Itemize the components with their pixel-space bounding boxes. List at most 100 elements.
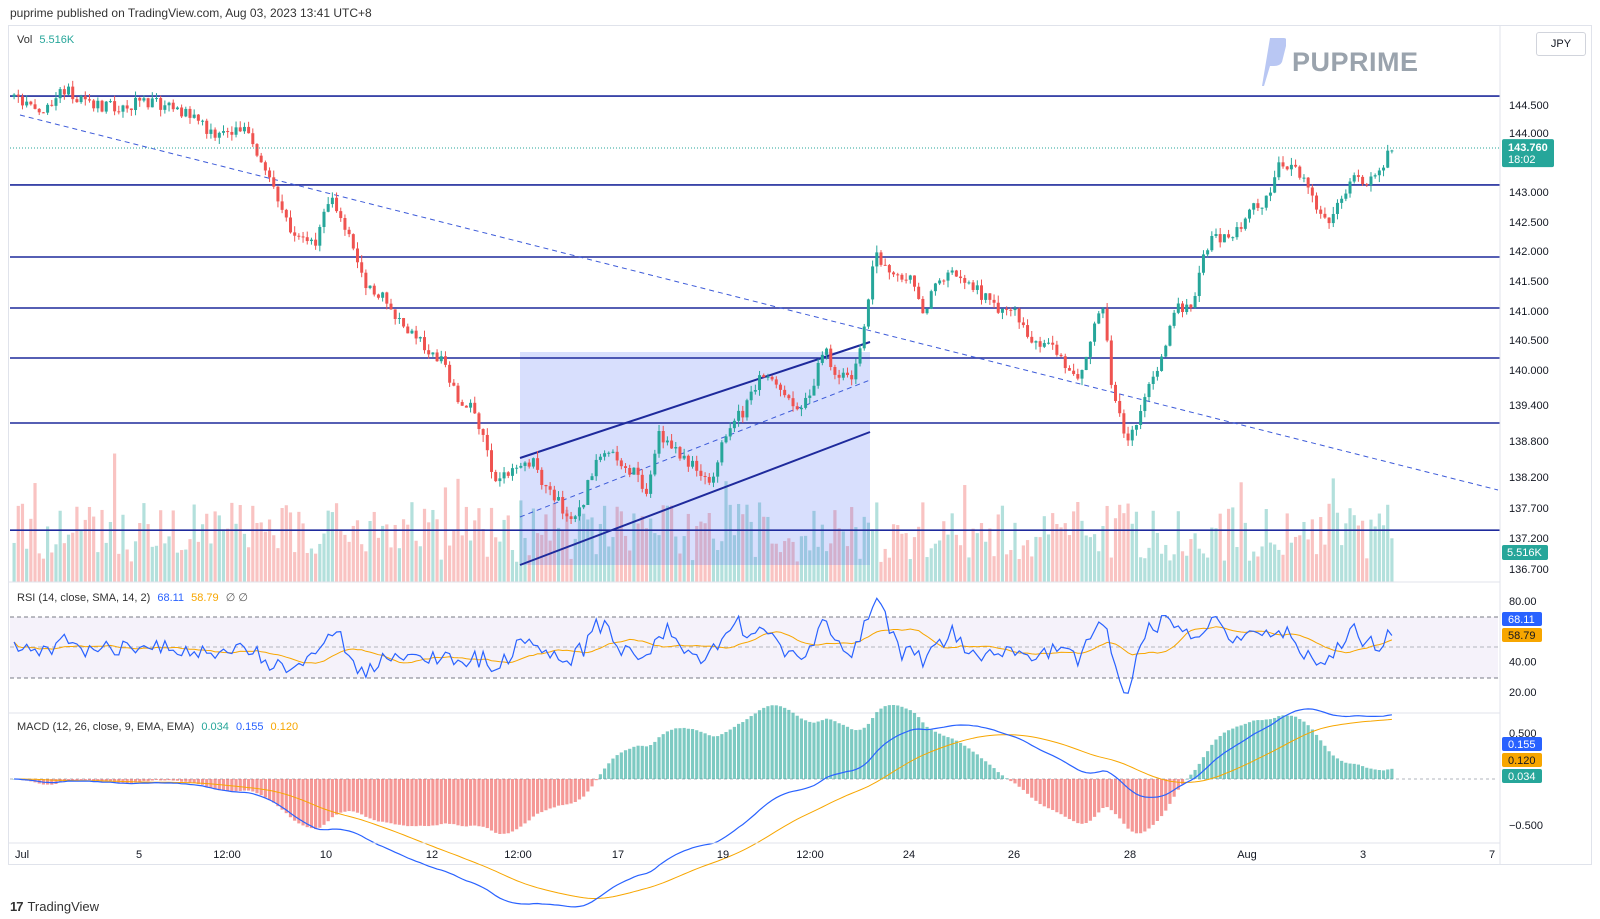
macd-histogram-bar bbox=[1189, 774, 1193, 779]
volume-bar bbox=[485, 556, 489, 582]
volume-bar bbox=[954, 534, 958, 582]
candle-body bbox=[67, 86, 71, 95]
volume-bar bbox=[690, 560, 695, 582]
candle-body bbox=[1268, 192, 1272, 196]
volume-bar bbox=[925, 557, 929, 582]
candle-body bbox=[129, 108, 133, 111]
volume-bar bbox=[862, 516, 866, 582]
volume-bar bbox=[1231, 507, 1235, 582]
candle-body bbox=[242, 126, 246, 132]
macd-histogram-bar bbox=[1005, 778, 1009, 779]
volume-bar bbox=[548, 540, 552, 582]
candle-body bbox=[674, 447, 678, 449]
macd-histogram-bar bbox=[1360, 766, 1365, 779]
candle-body bbox=[783, 389, 787, 396]
candle-body bbox=[770, 376, 774, 380]
candle-body bbox=[1302, 177, 1306, 179]
macd-histogram-bar bbox=[498, 779, 502, 834]
volume-bar bbox=[669, 505, 674, 582]
macd-histogram-bar bbox=[180, 779, 184, 782]
macd-histogram-bar bbox=[669, 729, 674, 779]
volume-bar bbox=[200, 524, 205, 582]
volume-bars bbox=[12, 453, 1394, 582]
macd-histogram-bar bbox=[753, 713, 757, 779]
volume-bar bbox=[217, 515, 221, 582]
volume-bar bbox=[1189, 539, 1193, 582]
candle-body bbox=[678, 447, 682, 459]
candle-body bbox=[557, 497, 561, 501]
volume-bar bbox=[20, 503, 25, 582]
volume-bar bbox=[284, 505, 288, 582]
macd-histogram-bar bbox=[938, 733, 942, 779]
footer-brand[interactable]: 17 TradingView bbox=[10, 899, 99, 914]
macd-histogram-bar bbox=[485, 779, 489, 829]
volume-bar bbox=[1381, 525, 1386, 582]
rsi-legend-v2: 58.79 bbox=[191, 592, 219, 604]
candle-body bbox=[845, 372, 849, 376]
macd-histogram-bar bbox=[263, 779, 267, 798]
macd-histogram-bar bbox=[385, 779, 389, 823]
volume-bar bbox=[79, 530, 83, 582]
volume-bar bbox=[912, 537, 917, 582]
volume-bar bbox=[582, 513, 586, 582]
macd-histogram-bar bbox=[209, 779, 213, 788]
candle-body bbox=[167, 102, 171, 106]
macd-histogram-bar bbox=[83, 779, 87, 780]
macd-histogram-bar bbox=[523, 779, 527, 824]
time-tick-label: 12 bbox=[426, 849, 438, 861]
volume-bar bbox=[866, 522, 871, 582]
volume-bar bbox=[699, 521, 703, 582]
candle-body bbox=[628, 467, 632, 475]
volume-bar bbox=[309, 548, 314, 582]
macd-histogram-bar bbox=[481, 779, 485, 827]
candle-body bbox=[87, 99, 91, 101]
macd-histogram-bar bbox=[372, 779, 376, 821]
macd-histogram-bar bbox=[46, 779, 50, 785]
volume-bar bbox=[180, 550, 184, 582]
volume-bar bbox=[334, 503, 339, 582]
candle-body bbox=[163, 105, 167, 110]
volume-bar bbox=[523, 537, 527, 582]
volume-bar bbox=[41, 558, 46, 582]
candle-body bbox=[996, 302, 1000, 313]
candle-body bbox=[1348, 181, 1352, 194]
currency-button[interactable]: JPY bbox=[1536, 32, 1586, 56]
volume-bar bbox=[661, 505, 665, 582]
volume-bar bbox=[1000, 505, 1005, 582]
candle-body bbox=[251, 133, 255, 145]
time-axis: Jul 5 12:00 10 12 12:00 17 19 12:00 24 26 28 Aug 3 7 bbox=[15, 849, 1495, 861]
macd-histogram-bar bbox=[971, 751, 975, 779]
macd-histogram-bar bbox=[699, 731, 703, 779]
macd-histogram-bar bbox=[791, 712, 795, 779]
candle-body bbox=[1101, 308, 1105, 314]
volume-bar bbox=[322, 533, 326, 582]
volume-bar bbox=[1239, 482, 1243, 582]
candle-body bbox=[523, 462, 527, 466]
macd-histogram-bar bbox=[468, 779, 473, 826]
candle-body bbox=[531, 458, 535, 467]
volume-bar bbox=[703, 523, 707, 582]
macd-histogram-bar bbox=[515, 779, 519, 830]
candle-body bbox=[963, 278, 967, 283]
candle-body bbox=[71, 86, 75, 100]
puprime-logo: PUPRIME bbox=[1262, 36, 1419, 88]
volume-bar bbox=[1088, 537, 1092, 582]
volume-bar bbox=[1118, 504, 1122, 582]
candle-body bbox=[20, 96, 24, 106]
macd-histogram-bar bbox=[431, 779, 435, 826]
volume-bar bbox=[1235, 547, 1239, 582]
volume-bar bbox=[812, 510, 816, 582]
candle-body bbox=[75, 99, 79, 103]
candle-body bbox=[858, 348, 862, 364]
volume-bar bbox=[720, 541, 724, 582]
candle-body bbox=[716, 462, 720, 477]
volume-bar bbox=[255, 522, 259, 582]
candle-body bbox=[515, 467, 519, 469]
macd-histogram-bar bbox=[653, 741, 657, 779]
macd-histogram-bar bbox=[1310, 729, 1314, 779]
volume-bar bbox=[1172, 554, 1176, 582]
price-tick-label: 138.800 bbox=[1509, 436, 1549, 448]
macd-histogram-bar bbox=[1097, 779, 1101, 813]
candle-body bbox=[908, 275, 912, 280]
